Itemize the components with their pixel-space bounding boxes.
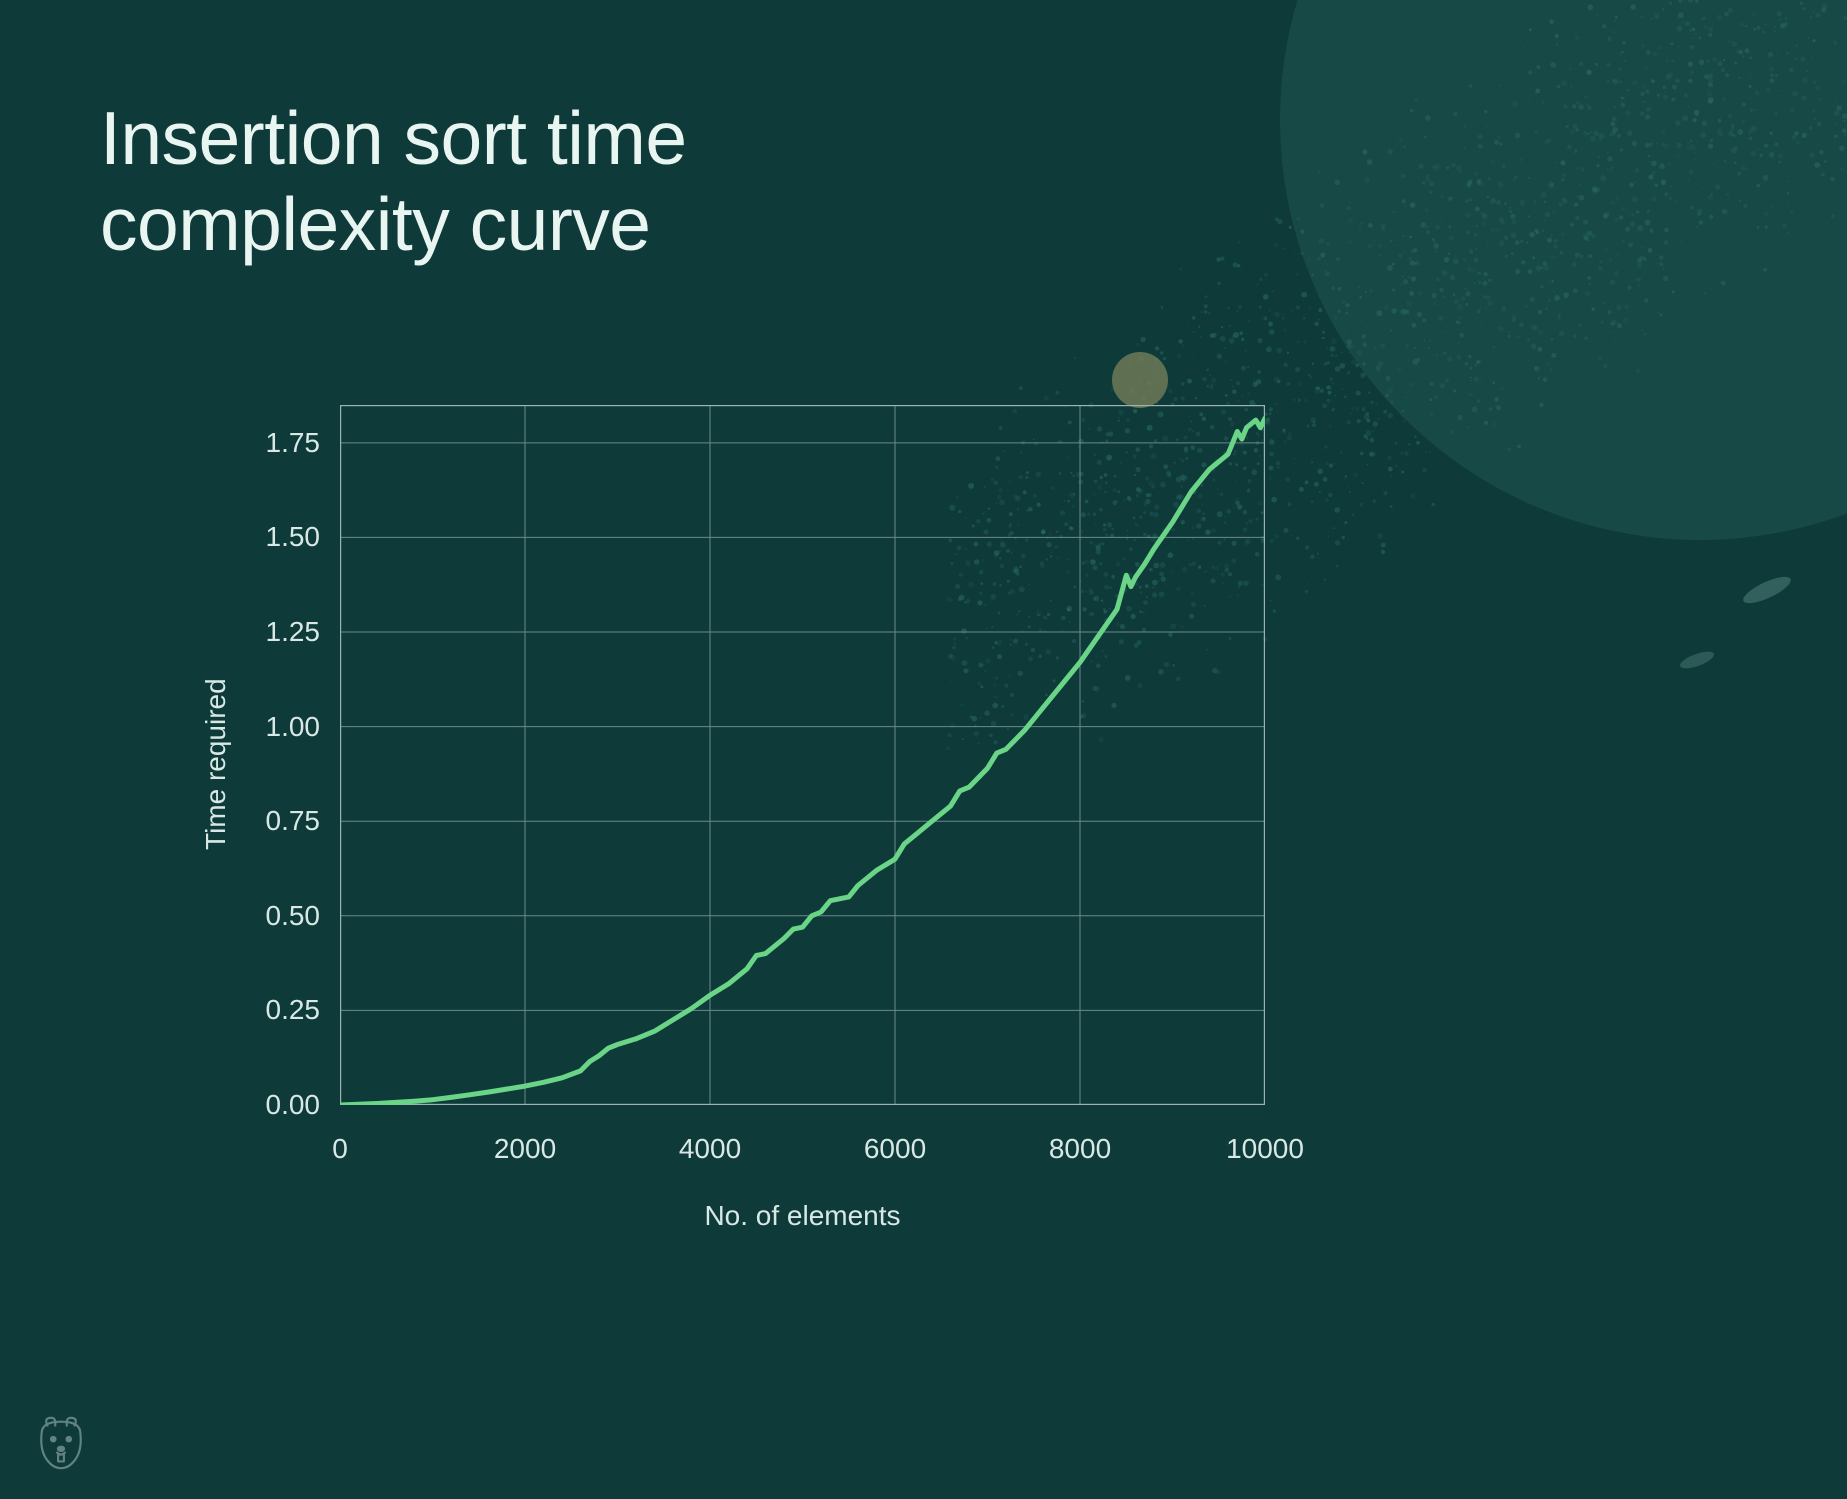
y-tick-label: 1.00 — [250, 711, 320, 743]
chart-title-line1: Insertion sort time — [100, 96, 687, 180]
y-tick-label: 1.25 — [250, 616, 320, 648]
x-axis-label: No. of elements — [693, 1200, 913, 1232]
line-chart — [340, 405, 1265, 1105]
y-tick-label: 0.25 — [250, 994, 320, 1026]
x-tick-label: 0 — [332, 1133, 348, 1165]
chart-title: Insertion sort time complexity curve — [100, 95, 687, 268]
x-tick-label: 10000 — [1226, 1133, 1304, 1165]
y-tick-label: 0.00 — [250, 1089, 320, 1121]
beaver-logo-icon — [30, 1412, 92, 1479]
chart-canvas: Insertion sort time complexity curve Tim… — [0, 0, 1847, 1499]
y-tick-label: 1.75 — [250, 427, 320, 459]
x-tick-label: 4000 — [679, 1133, 741, 1165]
x-tick-label: 6000 — [864, 1133, 926, 1165]
x-tick-label: 2000 — [494, 1133, 556, 1165]
chart-title-line2: complexity curve — [100, 182, 651, 266]
x-tick-label: 8000 — [1049, 1133, 1111, 1165]
y-tick-label: 1.50 — [250, 521, 320, 553]
y-axis-label: Time required — [200, 678, 232, 850]
y-tick-label: 0.75 — [250, 805, 320, 837]
decor-small-dot — [1112, 352, 1168, 408]
y-tick-label: 0.50 — [250, 900, 320, 932]
